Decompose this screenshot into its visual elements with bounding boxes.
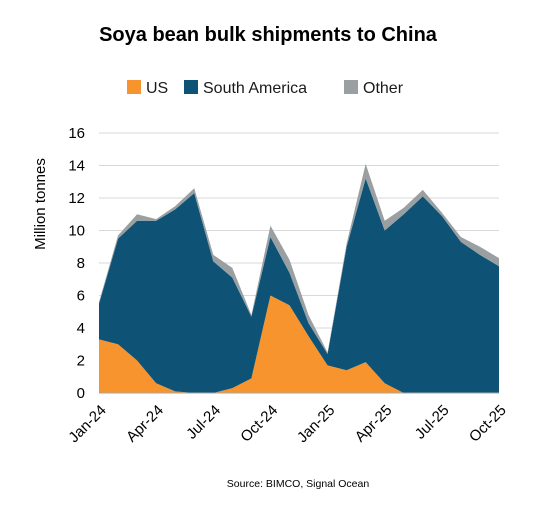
legend: US South America Other: [127, 80, 404, 97]
legend-label-other: Other: [363, 80, 404, 97]
legend-swatch-us: [127, 80, 141, 94]
y-tick-label-6: 6: [77, 288, 85, 305]
x-tick-label-jul-24: Jul-24: [183, 402, 224, 443]
y-tick-label-12: 12: [68, 190, 85, 207]
legend-swatch-other: [344, 80, 358, 94]
source-note: Source: BIMCO, Signal Ocean: [227, 478, 370, 490]
x-tick-label-oct-24: Oct-24: [237, 402, 281, 446]
x-tick-labels: Jan-24 Apr-24 Jul-24 Oct-24 Jan-25 Apr-25 Jul-…: [65, 402, 509, 446]
chart-title: Soya bean bulk shipments to China: [99, 24, 438, 46]
x-tick-label-jul-25: Jul-25: [412, 402, 453, 443]
y-axis-title: Million tonnes: [32, 158, 49, 250]
y-tick-label-8: 8: [77, 255, 85, 272]
x-tick-label-apr-25: Apr-25: [352, 402, 396, 446]
y-tick-label-2: 2: [77, 353, 85, 370]
plot-areas: [99, 163, 499, 393]
y-tick-label-14: 14: [68, 158, 85, 175]
legend-label-us: US: [146, 80, 168, 97]
x-tick-label-apr-24: Apr-24: [123, 402, 167, 446]
legend-label-south-america: South America: [203, 80, 307, 97]
area-south-america: [99, 178, 499, 393]
area-other: [99, 163, 499, 354]
x-tick-label-jan-24: Jan-24: [65, 402, 109, 446]
legend-swatch-south-america: [184, 80, 198, 94]
x-tick-label-oct-25: Oct-25: [466, 402, 510, 446]
y-tick-label-10: 10: [68, 223, 85, 240]
y-tick-label-4: 4: [77, 320, 85, 337]
y-tick-labels: 0 2 4 6 8 10 12 14 16: [68, 125, 85, 402]
x-tick-label-jan-25: Jan-25: [294, 402, 338, 446]
area-us: [99, 295, 499, 393]
y-tick-label-0: 0: [77, 385, 85, 402]
y-tick-label-16: 16: [68, 125, 85, 142]
